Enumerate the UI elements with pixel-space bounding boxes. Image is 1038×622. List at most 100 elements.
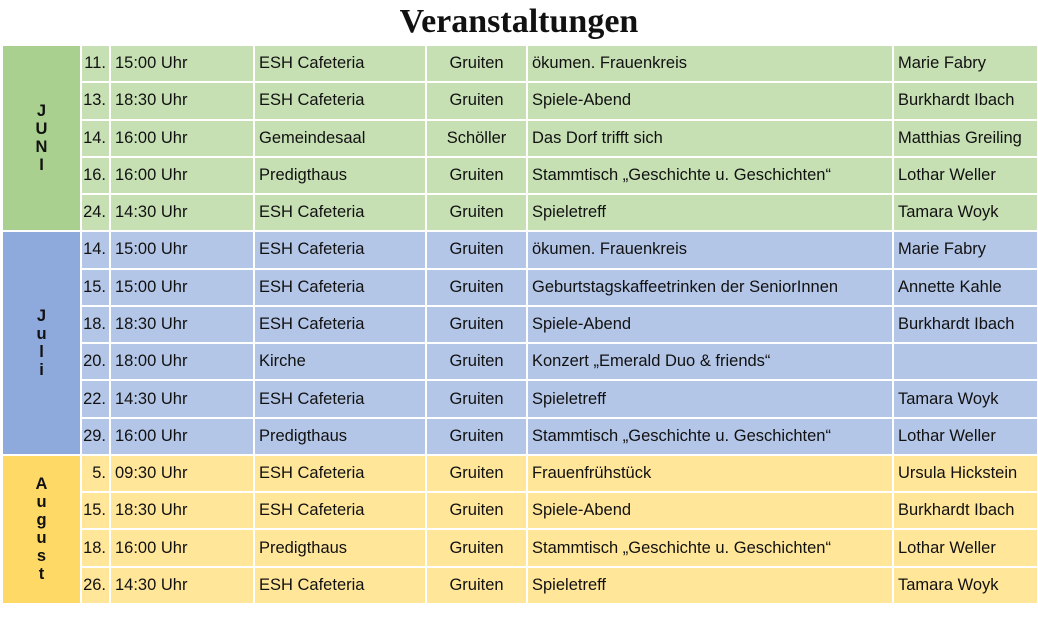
time-cell: 16:00 Uhr	[109, 528, 255, 568]
day-cell: 14.	[80, 230, 111, 270]
month-letter: J	[36, 102, 47, 121]
time-cell: 18:30 Uhr	[109, 304, 255, 345]
time-cell: 09:30 Uhr	[109, 453, 255, 494]
place-cell: ESH Cafeteria	[253, 43, 427, 84]
month-letter: l	[39, 343, 44, 362]
place-cell: Predigthaus	[253, 416, 427, 456]
time-cell: 15:00 Uhr	[109, 267, 255, 307]
month-letter: u	[36, 529, 47, 548]
table-row: 29. 16:00 Uhr Predigthaus Gruiten Stammtisch…	[2, 416, 1038, 456]
table-row: 14. 16:00 Uhr Gemeindesaal Schöller Das Dorf…	[2, 118, 1038, 158]
place-cell: ESH Cafeteria	[253, 304, 427, 345]
city-cell: Gruiten	[425, 304, 528, 345]
day-cell: 16.	[80, 155, 111, 196]
place-cell: Gemeindesaal	[253, 118, 427, 158]
day-cell: 11.	[80, 43, 111, 84]
month-letter: u	[36, 325, 47, 344]
month-letter: N	[35, 138, 48, 157]
contact-cell: Tamara Woyk	[892, 193, 1038, 233]
contact-cell: Burkhardt Ibach	[892, 304, 1038, 345]
contact-cell: Burkhardt Ibach	[892, 81, 1038, 121]
city-cell: Gruiten	[425, 230, 528, 270]
place-cell: ESH Cafeteria	[253, 193, 427, 233]
city-cell: Schöller	[425, 118, 528, 158]
contact-cell: Annette Kahle	[892, 267, 1038, 307]
event-cell: Spieletreff	[526, 565, 894, 605]
city-cell: Gruiten	[425, 453, 528, 494]
table-row: 15. 15:00 Uhr ESH Cafeteria Gruiten Geburtst…	[2, 267, 1038, 307]
event-cell: Stammtisch „Geschichte u. Geschichten“	[526, 155, 894, 196]
place-cell: Predigthaus	[253, 155, 427, 196]
place-cell: Kirche	[253, 342, 427, 382]
table-row: 24. 14:30 Uhr ESH Cafeteria Gruiten Spieletr…	[2, 193, 1038, 233]
time-cell: 14:30 Uhr	[109, 379, 255, 419]
table-row: 16. 16:00 Uhr Predigthaus Gruiten Stammtisch…	[2, 155, 1038, 196]
place-cell: ESH Cafeteria	[253, 267, 427, 307]
day-cell: 24.	[80, 193, 111, 233]
event-cell: Spiele-Abend	[526, 304, 894, 345]
city-cell: Gruiten	[425, 565, 528, 605]
city-cell: Gruiten	[425, 491, 528, 531]
contact-cell: Burkhardt Ibach	[892, 491, 1038, 531]
city-cell: Gruiten	[425, 416, 528, 456]
place-cell: ESH Cafeteria	[253, 453, 427, 494]
month-letter: s	[36, 547, 47, 566]
event-cell: Spieletreff	[526, 379, 894, 419]
event-cell: Stammtisch „Geschichte u. Geschichten“	[526, 416, 894, 456]
event-cell: Spieletreff	[526, 193, 894, 233]
time-cell: 16:00 Uhr	[109, 155, 255, 196]
month-letter: I	[39, 156, 44, 175]
day-cell: 18.	[80, 304, 111, 345]
time-cell: 18:30 Uhr	[109, 81, 255, 121]
table-row: 13. 18:30 Uhr ESH Cafeteria Gruiten Spiele-A…	[2, 81, 1038, 121]
time-cell: 18:00 Uhr	[109, 342, 255, 382]
month-letter: J	[36, 307, 47, 326]
time-cell: 15:00 Uhr	[109, 43, 255, 84]
contact-cell: Lothar Weller	[892, 528, 1038, 568]
table-row: 18. 16:00 Uhr Predigthaus Gruiten Stammtisch…	[2, 528, 1038, 568]
day-cell: 13.	[80, 81, 111, 121]
event-cell: Das Dorf trifft sich	[526, 118, 894, 158]
time-cell: 14:30 Uhr	[109, 565, 255, 605]
contact-cell: Lothar Weller	[892, 155, 1038, 196]
day-cell: 5.	[80, 453, 111, 494]
day-cell: 22.	[80, 379, 111, 419]
place-cell: ESH Cafeteria	[253, 379, 427, 419]
place-cell: ESH Cafeteria	[253, 230, 427, 270]
month-letter: t	[38, 565, 45, 584]
table-row: 18. 18:30 Uhr ESH Cafeteria Gruiten Spiele-A…	[2, 304, 1038, 345]
day-cell: 14.	[80, 118, 111, 158]
table-row: 22. 14:30 Uhr ESH Cafeteria Gruiten Spieletr…	[2, 379, 1038, 419]
city-cell: Gruiten	[425, 193, 528, 233]
day-cell: 26.	[80, 565, 111, 605]
month-letter: i	[39, 361, 44, 380]
city-cell: Gruiten	[425, 155, 528, 196]
day-cell: 18.	[80, 528, 111, 568]
place-cell: ESH Cafeteria	[253, 565, 427, 605]
day-cell: 15.	[80, 491, 111, 531]
page-title: Veranstaltungen	[399, 3, 639, 40]
city-cell: Gruiten	[425, 379, 528, 419]
table-row: 26. 14:30 Uhr ESH Cafeteria Gruiten Spieletr…	[2, 565, 1038, 605]
contact-cell: Marie Fabry	[892, 43, 1038, 84]
time-cell: 18:30 Uhr	[109, 491, 255, 531]
event-cell: ökumen. Frauenkreis	[526, 43, 894, 84]
day-cell: 15.	[80, 267, 111, 307]
month-letter: U	[35, 120, 48, 139]
contact-cell: Tamara Woyk	[892, 379, 1038, 419]
month-letter: u	[36, 493, 47, 512]
event-cell: Spiele-Abend	[526, 81, 894, 121]
contact-cell: Lothar Weller	[892, 416, 1038, 456]
city-cell: Gruiten	[425, 81, 528, 121]
contact-cell: Marie Fabry	[892, 230, 1038, 270]
city-cell: Gruiten	[425, 528, 528, 568]
event-cell: Stammtisch „Geschichte u. Geschichten“	[526, 528, 894, 568]
event-cell: Spiele-Abend	[526, 491, 894, 531]
day-cell: 20.	[80, 342, 111, 382]
table-row: 15. 18:30 Uhr ESH Cafeteria Gruiten Spiele-A…	[2, 491, 1038, 531]
events-body: J U N I 11. 15:00 Uhr ESH Cafeteria Gruiten ökum…	[1, 43, 1038, 605]
